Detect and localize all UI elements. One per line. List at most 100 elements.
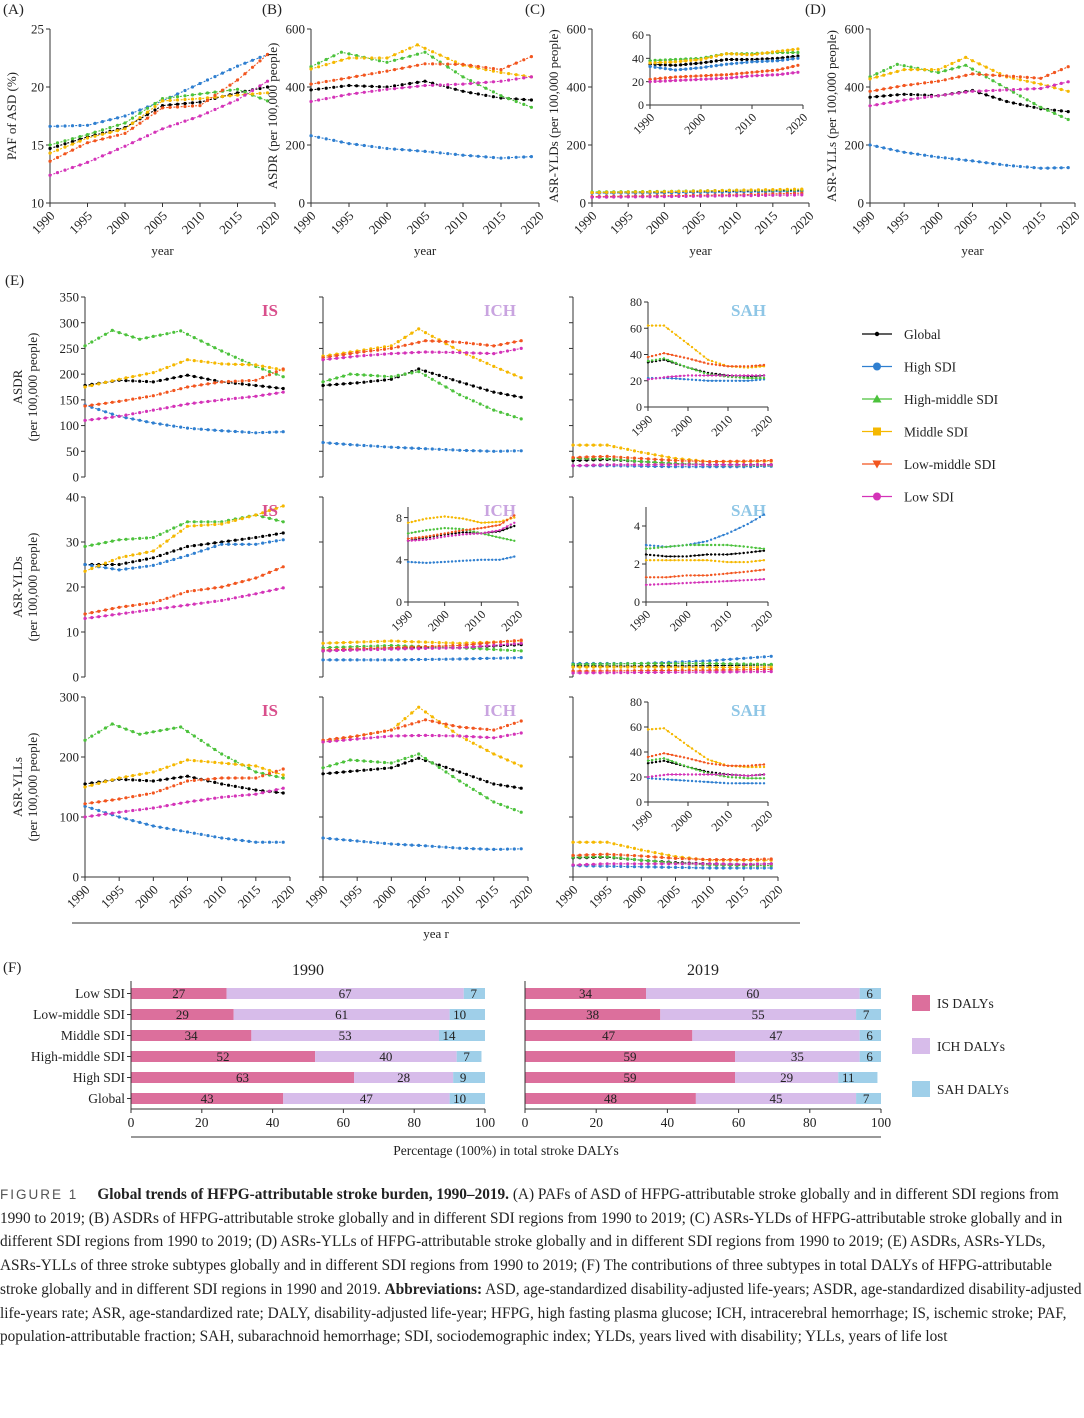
data-point-low-sdi [775,73,780,77]
data-point-high-middle-sdi [1011,90,1016,94]
data-point-low-sdi [750,774,754,777]
data-point-low-sdi [417,350,421,354]
data-point-low-middle-sdi [461,529,465,532]
data-point-low-sdi [702,773,706,776]
legend-marker-square [873,427,881,436]
data-point-low-sdi [916,96,920,100]
data-point-low-middle-sdi [684,74,688,79]
data-point-middle-sdi [213,361,217,365]
data-point-high-sdi [165,559,169,564]
data-point-low-sdi [158,607,162,611]
data-point-global [339,84,343,88]
data-point-high-middle-sdi [796,50,800,55]
data-point-high-sdi [682,779,686,782]
data-point-middle-sdi [499,70,503,75]
data-point-middle-sdi [714,665,719,670]
data-point-low-sdi [83,418,87,422]
data-point-middle-sdi [728,665,732,670]
data-point-high-middle-sdi [115,123,120,127]
subtype-title-sah: SAH [731,501,766,520]
data-point-high-middle-sdi [499,648,503,652]
data-point-high-middle-sdi [151,334,155,338]
data-point-middle-sdi [458,517,461,520]
data-point-low-sdi [749,463,753,467]
data-point-high-middle-sdi [151,730,155,734]
data-point-low-sdi [110,613,114,617]
data-point-high-sdi [483,558,487,561]
data-point-high-middle-sdi [701,543,705,547]
data-point-low-sdi [341,648,346,653]
y-tick-label: 60 [632,28,644,42]
data-point-low-sdi [598,463,602,467]
data-point-high-sdi [662,778,666,781]
data-point-high-middle-sdi [746,545,749,549]
data-point-high-middle-sdi [485,796,489,800]
data-point-high-sdi [505,847,510,851]
x-tick-label: 2020 [783,110,810,137]
x-tick-label: 1990 [302,882,331,911]
data-point-high-middle-sdi [738,376,742,379]
data-point-middle-sdi [206,760,210,764]
data-point-global [90,781,94,785]
data-point-middle-sdi [709,559,713,562]
data-point-high-middle-sdi [226,352,231,356]
data-point-middle-sdi [585,840,589,844]
y-tick-label: 4 [396,553,402,567]
data-point-middle-sdi [689,58,693,63]
data-point-low-middle-sdi [471,726,475,730]
data-point-global [341,382,346,386]
data-point-middle-sdi [267,365,272,370]
data-point-high-middle-sdi [199,520,203,524]
data-point-global [415,80,419,84]
bar-segment-is-dalys [525,1030,693,1041]
x-tick-label: 1990 [628,807,655,834]
data-point-low-sdi [328,739,332,744]
data-point-low-middle-sdi [458,725,462,729]
data-point-low-sdi [160,127,165,131]
data-point-middle-sdi [648,559,652,562]
data-point-high-sdi [762,782,766,785]
data-point-low-sdi [929,95,934,99]
data-point-low-sdi [63,168,67,172]
data-point-high-sdi [760,59,764,64]
data-point-low-sdi [658,774,662,777]
data-point-low-sdi [771,193,775,197]
data-point-middle-sdi [1018,78,1022,82]
data-point-low-sdi [153,130,157,134]
data-point-low-middle-sdi [220,380,224,384]
data-point-high-sdi [192,551,196,555]
data-point-low-sdi [415,84,419,88]
data-point-high-sdi [158,422,162,426]
data-point-high-middle-sdi [430,377,434,381]
data-point-low-middle-sdi [639,456,643,461]
data-point-low-sdi [403,351,407,355]
data-point-global [796,54,800,58]
data-point-low-middle-sdi [957,75,961,79]
data-point-middle-sdi [605,840,609,844]
data-point-low-middle-sdi [124,796,128,800]
data-point-low-sdi [578,671,582,675]
data-point-low-sdi [512,348,516,352]
data-point-middle-sdi [706,358,710,361]
data-point-high-sdi [165,826,169,831]
data-point-low-sdi [484,80,488,84]
data-point-low-sdi [168,124,172,128]
data-point-middle-sdi [626,190,630,194]
data-point-low-middle-sdi [875,88,879,92]
data-point-low-sdi [791,71,795,75]
y-tick-label: 300 [60,690,80,705]
x-tick-label: 2020 [254,208,283,237]
data-point-low-middle-sdi [258,59,262,63]
data-point-high-sdi [339,140,343,144]
data-point-high-sdi [658,66,662,70]
data-point-low-sdi [728,862,732,866]
bar-value-label: 47 [360,1091,374,1106]
data-point-middle-sdi [750,560,753,563]
data-point-global [701,553,705,557]
data-point-global [192,544,196,548]
data-point-middle-sdi [698,189,703,193]
x-tick-label: 2015 [722,882,751,911]
data-point-high-middle-sdi [639,858,643,862]
data-point-middle-sdi [706,189,710,193]
